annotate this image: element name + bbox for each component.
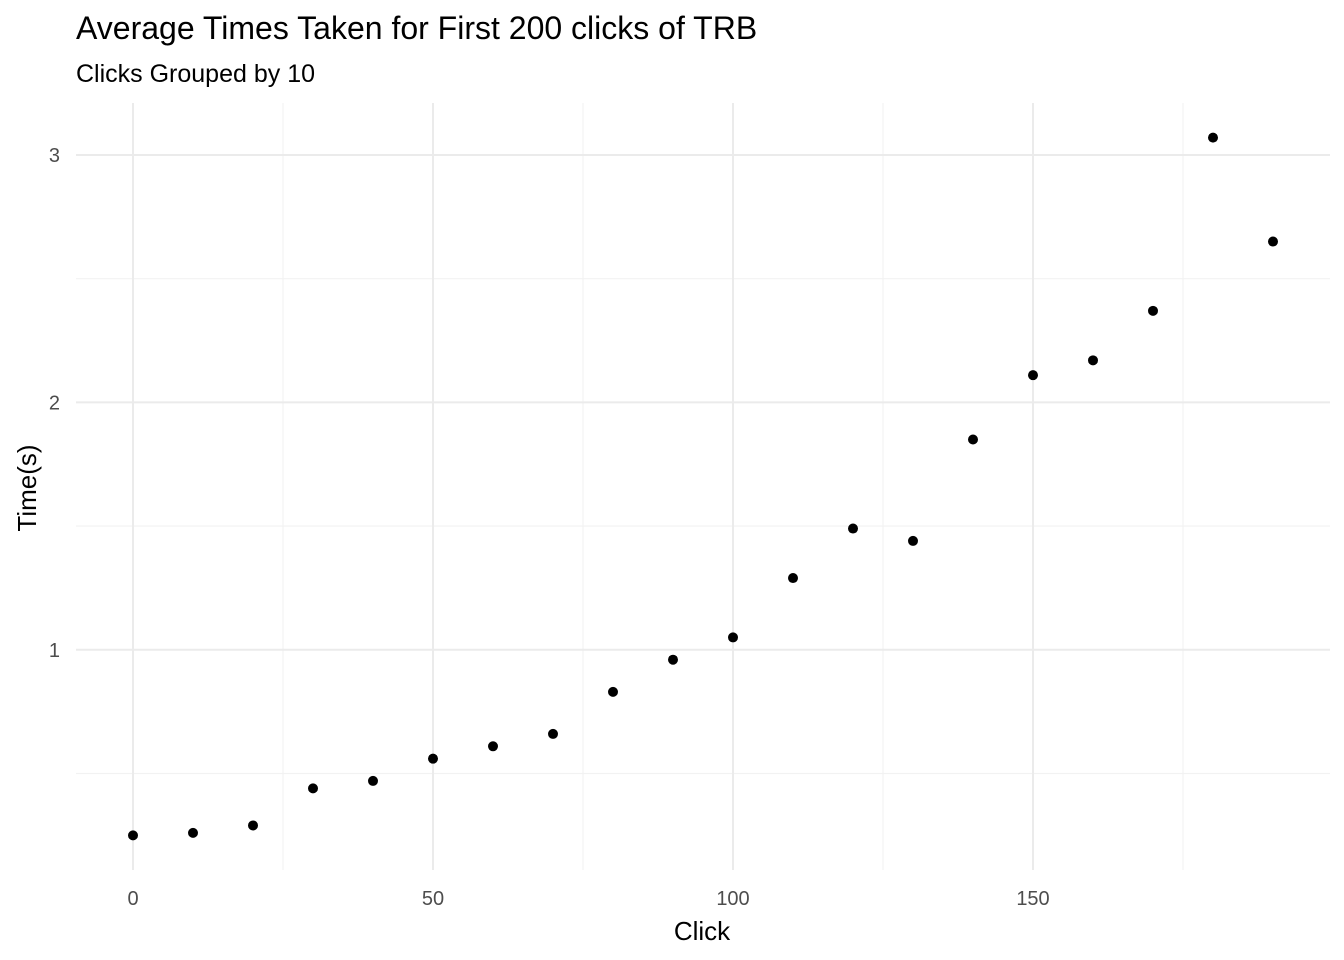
data-point — [728, 632, 738, 643]
y-tick-label: 2 — [49, 392, 60, 414]
y-tick-label: 1 — [49, 640, 60, 662]
data-point — [1088, 355, 1098, 366]
data-point — [188, 827, 198, 838]
data-point — [128, 830, 138, 841]
y-axis-title: Time(s) — [12, 444, 42, 531]
data-point — [668, 654, 678, 665]
data-point — [908, 535, 918, 546]
y-tick-label: 3 — [49, 145, 60, 167]
data-point — [368, 775, 378, 786]
x-tick-label: 150 — [1016, 888, 1049, 910]
y-axis-ticks: 1 2 3 — [49, 145, 60, 662]
grid-lines — [76, 103, 1330, 870]
data-point — [248, 820, 258, 831]
data-point — [608, 686, 618, 697]
data-point — [1208, 132, 1218, 143]
data-point — [1268, 236, 1278, 247]
data-point — [548, 728, 558, 739]
x-tick-label: 0 — [127, 888, 138, 910]
chart-title: Average Times Taken for First 200 clicks… — [76, 10, 758, 46]
data-point — [1148, 305, 1158, 316]
data-point — [848, 523, 858, 534]
data-point — [308, 783, 318, 794]
x-tick-label: 50 — [422, 888, 444, 910]
data-point — [428, 753, 438, 764]
data-point — [788, 573, 798, 584]
chart-subtitle: Clicks Grouped by 10 — [76, 60, 316, 88]
x-axis-ticks: 0 50 100 150 — [127, 888, 1049, 910]
data-point — [488, 741, 498, 752]
x-axis-title: Click — [674, 916, 731, 946]
data-points — [128, 132, 1278, 841]
data-point — [1028, 370, 1038, 381]
x-tick-label: 100 — [716, 888, 749, 910]
data-point — [968, 434, 978, 445]
